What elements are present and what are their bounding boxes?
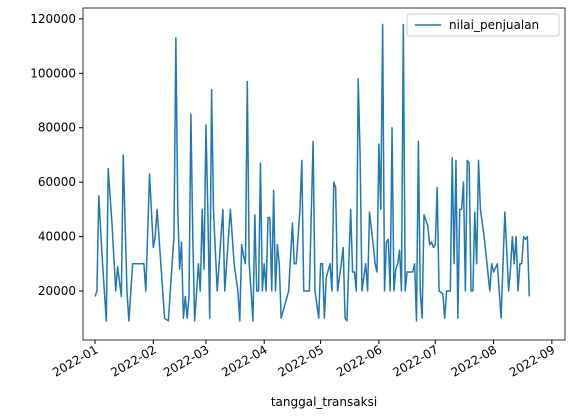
y-tick-label: 60000 [38,175,76,189]
x-axis-label: tanggal_transaksi [271,395,377,409]
y-tick-label: 40000 [38,230,76,244]
plot-frame [82,7,566,341]
y-tick-label: 120000 [30,12,76,26]
line [94,23,531,322]
legend-box [406,13,560,37]
y-tick-label: 20000 [38,284,76,298]
y-tick-label: 100000 [30,66,76,80]
legend-label: nilai_penjualan [449,18,539,32]
y-tick-label: 80000 [38,121,76,135]
